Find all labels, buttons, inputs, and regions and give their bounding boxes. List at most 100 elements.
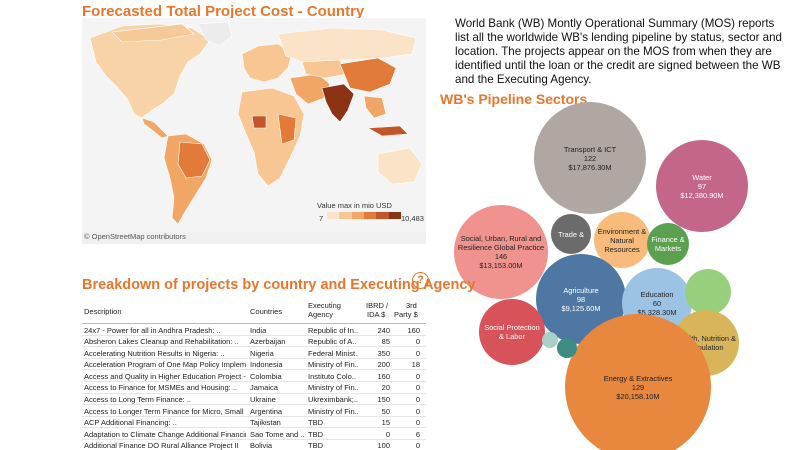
bubble-project-count: 98	[576, 294, 586, 304]
cell-description: Adaptation to Climate Change Additional …	[84, 429, 246, 439]
sector-bubble-chart[interactable]: Transport & ICT 122 $17,876.30M Water 97 $12,…	[440, 100, 800, 450]
russia-region	[277, 27, 417, 63]
bubble-sector-name: Environment & Natural Resources	[597, 226, 647, 254]
cell-agency: Federal Minist..	[308, 348, 358, 358]
nigeria-region	[251, 115, 267, 129]
bubble-sector-name: Water	[692, 172, 712, 182]
legend-color-bar	[327, 212, 401, 219]
projects-table: Description Countries Executing Agency I…	[82, 296, 426, 450]
table-row[interactable]: Additional Finance DO Rural Alliance Pro…	[82, 440, 426, 450]
southeast-asia-region	[363, 95, 387, 119]
brazil-region	[177, 141, 211, 179]
cell-agency: Republic of In..	[308, 325, 358, 335]
bubble-project-count: 97	[697, 181, 707, 191]
header-third-line2: Party $	[394, 310, 418, 319]
cell-ibrd-ida: 200	[377, 360, 390, 370]
legend-label: Value max in mio USD	[317, 201, 392, 210]
europe-region	[241, 43, 293, 83]
africa-region	[237, 87, 305, 187]
cell-country: India	[250, 325, 267, 335]
help-icon[interactable]: ?	[412, 272, 429, 289]
cell-agency: Instituto Colo..	[308, 371, 356, 381]
bubble-sector-name: Agriculture	[563, 285, 599, 295]
legend-max-value: 10,483	[401, 214, 424, 223]
table-row[interactable]: Access to Finance for MSMEs and Housing:…	[82, 382, 426, 394]
bubble-total-value: $9,125.60M	[561, 303, 601, 313]
bubble-project-count: 60	[652, 298, 662, 308]
sector-bubble[interactable]: Social Protection & Labor	[479, 299, 545, 365]
indonesia-region	[366, 125, 409, 137]
bubble-sector-name: Education	[640, 289, 674, 299]
bubble-sector-name: Social Protection & Labor	[484, 323, 540, 341]
cell-third-party: 18	[411, 360, 420, 370]
world-map-svg[interactable]	[82, 18, 426, 244]
sector-bubble[interactable]: Transport & ICT 122 $17,876.30M	[534, 102, 646, 214]
table-row[interactable]: Accelerating Nutrition Results in Nigeri…	[82, 347, 426, 359]
bubble-sector-name: Trade &	[557, 229, 584, 239]
cell-ibrd-ida: 350	[377, 348, 390, 358]
sector-bubble[interactable]	[557, 338, 577, 358]
table-row[interactable]: Adaptation to Climate Change Additional …	[82, 428, 426, 440]
world-choropleth-map[interactable]: © OpenStreetMap contributors Value max i…	[82, 18, 426, 244]
sector-bubble[interactable]: Social, Urban, Rural and Resilience Glob…	[454, 205, 548, 299]
bubble-total-value: $5,328.30M	[637, 307, 677, 317]
cell-country: Indonesia	[250, 360, 283, 370]
header-description[interactable]: Description	[84, 307, 122, 316]
intro-paragraph: World Bank (WB) Montly Operational Summa…	[455, 17, 783, 86]
bubble-project-count: 129	[631, 382, 645, 392]
india-region	[321, 83, 355, 123]
sector-bubble[interactable]	[685, 269, 731, 315]
legend-swatch	[351, 212, 364, 219]
table-row[interactable]: ACP Additional Financing: .. Tajikistan TB…	[82, 417, 426, 429]
sector-bubble[interactable]: Trade &	[551, 214, 591, 254]
table-row[interactable]: Acceleration Program of One Map Policy I…	[82, 359, 426, 371]
cell-country: Tajikistan	[250, 418, 281, 428]
cell-agency: Ukreximbank;..	[308, 395, 358, 405]
cell-third-party: 0	[415, 395, 420, 405]
legend-swatch	[388, 212, 401, 219]
table-body: 24x7 - Power for all in Andhra Pradesh: …	[82, 324, 426, 450]
cell-description: Access and Quality in Higher Education P…	[84, 371, 246, 381]
bubble-total-value: $20,158.10M	[616, 391, 660, 401]
table-row[interactable]: Access to Longer Term Finance for Micro,…	[82, 405, 426, 417]
header-third-line1[interactable]: 3rd	[406, 301, 417, 310]
sector-bubble[interactable]: Environment & Natural Resources	[594, 212, 650, 268]
legend-swatch	[339, 212, 352, 219]
cell-agency: TBD	[308, 429, 323, 439]
table-row[interactable]: 24x7 - Power for all in Andhra Pradesh: …	[82, 324, 426, 336]
map-credit: © OpenStreetMap contributors	[84, 232, 186, 241]
bubble-sector-name: Transport & ICT	[563, 144, 617, 154]
legend-swatch	[376, 212, 389, 219]
header-ibrd-line2: IDA $	[367, 310, 386, 319]
header-agency-line1[interactable]: Executing	[308, 301, 341, 310]
cell-ibrd-ida: 150	[377, 395, 390, 405]
cell-ibrd-ida: 160	[377, 371, 390, 381]
cell-ibrd-ida: 0	[385, 429, 390, 439]
legend-min-value: 7	[319, 214, 324, 223]
table-row[interactable]: Access and Quality in Higher Education P…	[82, 370, 426, 382]
legend-swatch	[363, 212, 377, 219]
bubble-project-count: 122	[583, 153, 597, 163]
sector-bubble[interactable]: Energy & Extractives 129 $20,158.10M	[565, 314, 711, 450]
sector-bubble[interactable]	[542, 332, 558, 348]
sectors-title: WB's Pipeline Sectors	[440, 91, 588, 107]
cell-agency: Ministry of Fin..	[308, 383, 358, 393]
cell-country: Nigeria	[250, 348, 274, 358]
map-title: Forecasted Total Project Cost - Country	[82, 3, 365, 20]
cell-description: Access to Longer Term Finance for Micro,…	[84, 406, 246, 416]
header-countries[interactable]: Countries	[250, 307, 283, 316]
cell-third-party: 0	[415, 441, 420, 450]
sector-bubble[interactable]: Water 97 $12,380.90M	[656, 140, 748, 232]
cell-description: Access to Long Term Finance: ..	[84, 395, 191, 405]
table-row[interactable]: Access to Long Term Finance: .. Ukraine Uk…	[82, 394, 426, 406]
table-row[interactable]: Absheron Lakes Cleanup and Rehabilitatio…	[82, 336, 426, 348]
cell-agency: Ministry of Fin..	[308, 406, 358, 416]
cell-description: ACP Additional Financing: ..	[84, 418, 177, 428]
cell-description: Additional Finance DO Rural Alliance Pro…	[84, 441, 239, 450]
header-ibrd-line1[interactable]: IBRD /	[366, 301, 389, 310]
cell-third-party: 0	[415, 371, 420, 381]
cell-third-party: 160	[407, 325, 420, 335]
cell-country: Ukraine	[250, 395, 276, 405]
sector-bubble[interactable]: Finance & Markets	[647, 223, 689, 265]
cell-third-party: 0	[415, 406, 420, 416]
